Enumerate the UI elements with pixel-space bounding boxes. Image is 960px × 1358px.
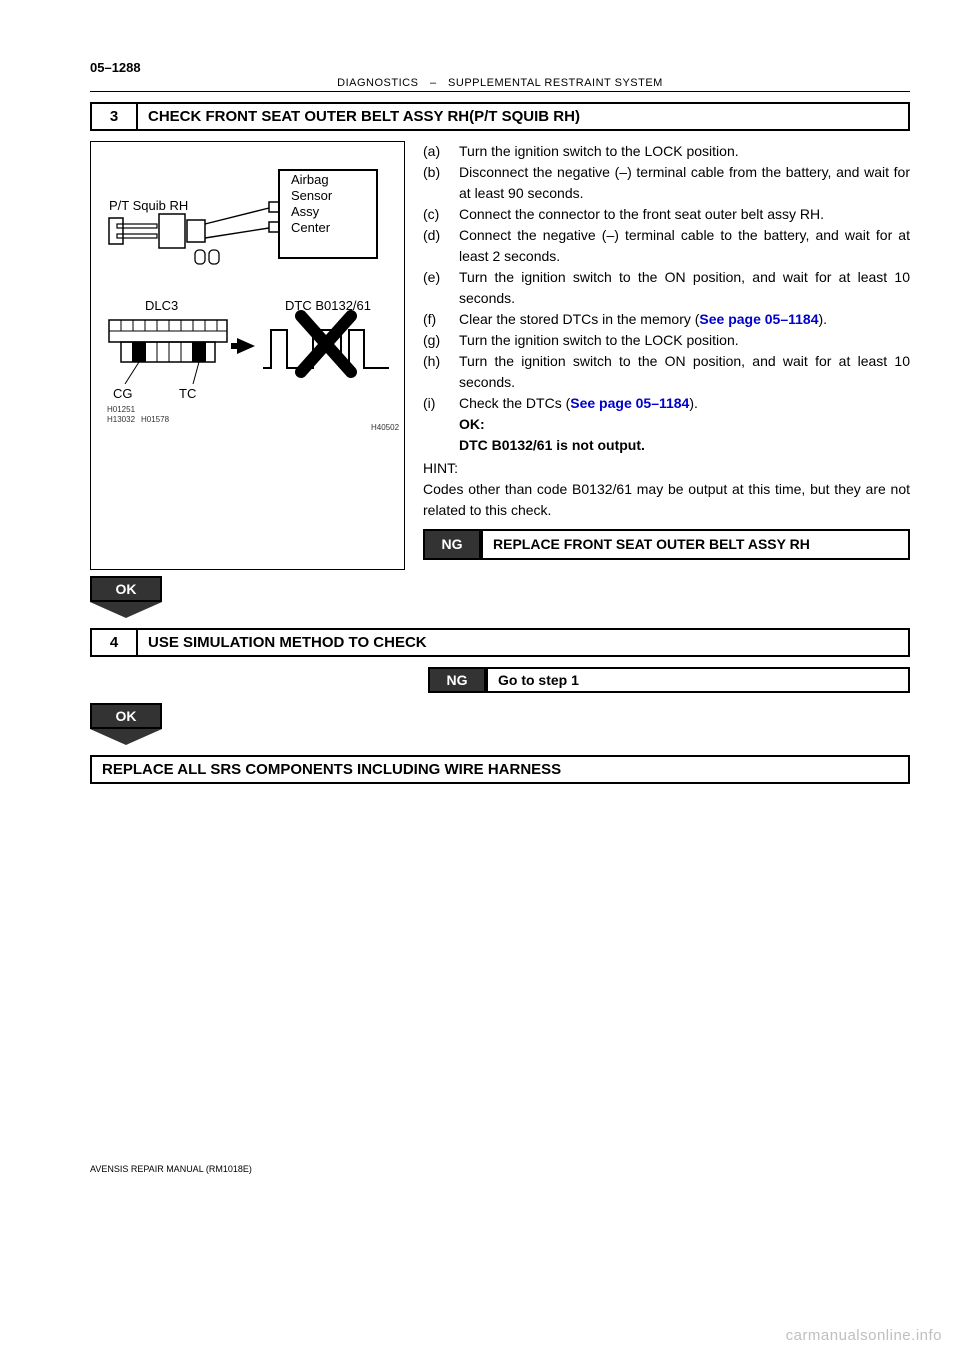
step4-ok: OK [90,703,162,745]
proc-b: (b) Disconnect the negative (–) terminal… [423,162,910,204]
sensor-port1 [269,202,279,212]
hint-text: Codes other than code B0132/61 may be ou… [423,479,910,521]
step3-procedures: (a) Turn the ignition switch to the LOCK… [423,141,910,570]
ref3: H01578 [141,415,170,424]
proc-f-prefix: Clear the stored DTCs in the memory ( [459,311,699,327]
proc-c-label: (c) [423,204,459,225]
step4-ng-box: NG [428,667,486,693]
proc-c: (c) Connect the connector to the front s… [423,204,910,225]
wire2 [205,228,269,238]
proc-f-text: Clear the stored DTCs in the memory (See… [459,309,910,330]
pt-squib-label: P/T Squib RH [109,198,188,213]
step3-ok-arrow [90,602,162,618]
tc-label: TC [179,386,196,401]
step3-diagram: Airbag Sensor Assy Center P/T Squib RH D… [90,141,405,570]
proc-a-text: Turn the ignition switch to the LOCK pos… [459,141,910,162]
proc-i-prefix: Check the DTCs ( [459,395,570,411]
ok-label-line: OK: [459,414,910,435]
proc-e: (e) Turn the ignition switch to the ON p… [423,267,910,309]
dc-cap2 [209,250,219,264]
proc-c-text: Connect the connector to the front seat … [459,204,910,225]
proc-a-label: (a) [423,141,459,162]
step3-title: CHECK FRONT SEAT OUTER BELT ASSY RH(P/T … [138,104,590,129]
step3-ok: OK [90,576,162,618]
proc-g-text: Turn the ignition switch to the LOCK pos… [459,330,910,351]
proc-b-text: Disconnect the negative (–) terminal cab… [459,162,910,204]
tc-leader [193,362,199,384]
step3-number: 3 [92,104,138,129]
ok-dtc-line: DTC B0132/61 is not output. [459,435,910,456]
step3-ng-box: NG [423,529,481,560]
step4-ng-row: NG Go to step 1 [428,667,910,693]
result-bar: REPLACE ALL SRS COMPONENTS INCLUDING WIR… [90,755,910,784]
sensor-l4: Center [291,220,331,235]
waveform [263,316,389,372]
proc-g-label: (g) [423,330,459,351]
cg-leader [125,362,139,384]
proc-f-suffix: ). [819,311,828,327]
proc-d-text: Connect the negative (–) terminal cable … [459,225,910,267]
proc-d: (d) Connect the negative (–) terminal ca… [423,225,910,267]
proc-h-text: Turn the ignition switch to the ON posit… [459,351,910,393]
proc-d-label: (d) [423,225,459,267]
proc-b-label: (b) [423,162,459,204]
wire1 [205,208,269,224]
proc-g: (g) Turn the ignition switch to the LOCK… [423,330,910,351]
step4-number: 4 [92,630,138,655]
ref1: H01251 [107,405,136,414]
sensor-l1: Airbag [291,172,329,187]
step4-ng-action: Go to step 1 [486,667,910,693]
step3-columns: Airbag Sensor Assy Center P/T Squib RH D… [90,141,910,570]
dtc-label: DTC B0132/61 [285,298,371,313]
step3-ng-row: NG REPLACE FRONT SEAT OUTER BELT ASSY RH [423,529,910,560]
proc-f-link[interactable]: See page 05–1184 [699,311,818,327]
proc-i-text: Check the DTCs (See page 05–1184). [459,393,910,414]
arrow-icon [231,338,255,354]
dc-cap1 [195,250,205,264]
sensor-l2: Sensor [291,188,333,203]
proc-i-suffix: ). [689,395,698,411]
diagram-svg: Airbag Sensor Assy Center P/T Squib RH D… [91,142,406,437]
proc-a: (a) Turn the ignition switch to the LOCK… [423,141,910,162]
watermark: carmanualsonline.info [786,1327,942,1344]
ref2: H13032 [107,415,136,424]
page-number: 05–1288 [90,60,910,75]
proc-h-label: (h) [423,351,459,393]
sensor-l3: Assy [291,204,320,219]
step4-bar: 4 USE SIMULATION METHOD TO CHECK [90,628,910,657]
dlc3-connector [109,320,227,362]
proc-f-label: (f) [423,309,459,330]
proc-f: (f) Clear the stored DTCs in the memory … [423,309,910,330]
footer: AVENSIS REPAIR MANUAL (RM1018E) [90,1164,910,1174]
proc-h: (h) Turn the ignition switch to the ON p… [423,351,910,393]
step3-bar: 3 CHECK FRONT SEAT OUTER BELT ASSY RH(P/… [90,102,910,131]
step3-ok-box: OK [90,576,162,602]
dlc3-label: DLC3 [145,298,178,313]
step3-ng-action: REPLACE FRONT SEAT OUTER BELT ASSY RH [481,529,910,560]
step4-ok-arrow [90,729,162,745]
step4-title: USE SIMULATION METHOD TO CHECK [138,630,437,655]
sensor-port2 [269,222,279,232]
page-header: DIAGNOSTICS – SUPPLEMENTAL RESTRAINT SYS… [90,77,910,92]
cg-label: CG [113,386,133,401]
proc-e-text: Turn the ignition switch to the ON posit… [459,267,910,309]
squib-plug2 [159,214,185,248]
hint-label: HINT: [423,458,910,479]
proc-i: (i) Check the DTCs (See page 05–1184). [423,393,910,414]
proc-i-label: (i) [423,393,459,414]
ref4: H40502 [371,423,400,432]
squib-plug3 [187,220,205,242]
proc-e-label: (e) [423,267,459,309]
squib-plug1 [109,218,123,244]
step4-ok-box: OK [90,703,162,729]
proc-i-link[interactable]: See page 05–1184 [570,395,689,411]
